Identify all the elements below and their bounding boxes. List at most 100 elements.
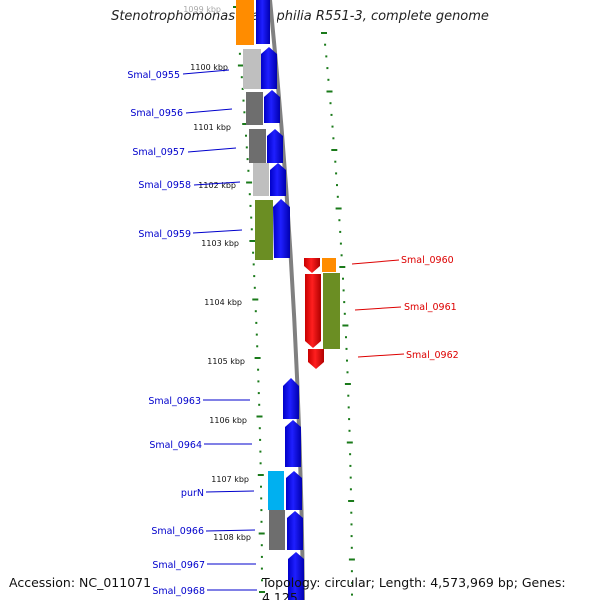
scale-dot: [245, 146, 248, 149]
scale-dot: [260, 520, 263, 523]
gene-arrow: [267, 129, 283, 163]
scale-dot: [351, 581, 353, 584]
scale-dot: [350, 511, 353, 514]
gene-label[interactable]: Smal_0962: [406, 350, 459, 361]
scale-dot: [257, 380, 260, 383]
cog-box: [269, 510, 285, 550]
cog-box: [323, 273, 340, 349]
scale-dot: [241, 87, 244, 90]
gene-label[interactable]: Smal_0957: [132, 147, 185, 158]
leader-line: [193, 181, 241, 186]
scale-dot: [348, 558, 355, 561]
scale-label: 1104 kbp: [204, 298, 242, 307]
gene-label[interactable]: purN: [181, 488, 204, 499]
cog-box: [243, 49, 261, 89]
gene-label[interactable]: Smal_0961: [404, 302, 457, 313]
cog-track-left: [236, 0, 285, 550]
scale-dot: [249, 204, 252, 207]
gene-label[interactable]: Smal_0967: [152, 560, 205, 571]
gene-label[interactable]: Smal_0959: [138, 229, 191, 240]
scale-dot: [325, 55, 328, 58]
leader-line: [351, 259, 400, 265]
scale-dot: [243, 111, 246, 114]
cog-box: [255, 200, 273, 260]
scale-dot: [242, 99, 245, 102]
gene-label[interactable]: Smal_0968: [152, 586, 205, 597]
scale-dot: [349, 476, 352, 479]
scale-dot: [331, 149, 338, 151]
scale-dot: [259, 591, 265, 593]
genome-backbone-line: [268, 0, 305, 600]
topology-text: Topology: circular; Length: 4,573,969 bp…: [262, 575, 566, 600]
scale-dot: [342, 289, 345, 292]
scale-dot: [242, 123, 249, 125]
leader-line: [182, 69, 230, 75]
scale-label: 1101 kbp: [193, 123, 231, 132]
scale-dot: [252, 251, 255, 254]
scale-dot: [258, 427, 261, 430]
cog-track-right: [322, 258, 340, 349]
gene-arrow: [286, 471, 302, 510]
accession-text: Accession: NC_011071: [9, 575, 152, 590]
scale-dot: [349, 488, 352, 491]
scale-dot: [346, 359, 348, 362]
scale-dot: [261, 579, 263, 582]
gene-label[interactable]: Smal_0956: [130, 108, 183, 119]
cog-box: [249, 129, 266, 163]
scale-label-faded: 1099 kbp: [183, 5, 221, 14]
gene-arrow: [283, 378, 299, 419]
scale-dot: [260, 485, 262, 488]
scale-dot: [249, 240, 256, 242]
scale-label: 1106 kbp: [209, 416, 247, 425]
scale-dot: [259, 462, 262, 465]
scale-dot: [258, 532, 265, 535]
gene-label[interactable]: Smal_0960: [401, 255, 454, 266]
scale-dot: [326, 67, 329, 70]
scale-dot: [257, 368, 260, 371]
scale-dot: [349, 464, 352, 467]
gene-label[interactable]: Smal_0963: [148, 396, 201, 407]
scale-label: 1105 kbp: [207, 357, 245, 366]
leader-line: [185, 108, 233, 114]
scale-dot: [347, 394, 350, 397]
scale-dot: [240, 76, 243, 79]
forward-strand-genes: [256, 0, 304, 600]
scale-dot: [245, 134, 247, 137]
leader-line: [354, 306, 402, 311]
scale-dot: [255, 333, 258, 336]
cog-box: [246, 92, 263, 125]
leader-line: [192, 229, 243, 234]
gene-label[interactable]: Smal_0964: [149, 440, 202, 451]
scale-dot: [247, 169, 250, 172]
scale-label: 1100 kbp: [190, 63, 228, 72]
gene-label[interactable]: Smal_0955: [127, 70, 180, 81]
scale-dot: [257, 474, 264, 476]
scale-dot: [253, 286, 256, 289]
scale-dot: [237, 64, 244, 67]
scale-dot: [254, 310, 257, 313]
scale-dot: [331, 125, 334, 128]
scale-track-dots: [233, 6, 355, 596]
scale-dot: [238, 52, 241, 55]
scale-dot: [336, 184, 338, 187]
leader-line: [205, 490, 255, 493]
scale-dot: [335, 207, 342, 210]
scale-dot: [351, 593, 353, 596]
cog-box: [322, 258, 336, 272]
gene-arrow: [261, 47, 277, 89]
gene-arrow: [273, 199, 290, 258]
scale-dot: [343, 301, 346, 304]
scale-dot: [339, 266, 346, 268]
cog-box: [236, 0, 254, 45]
gene-label[interactable]: Smal_0966: [151, 526, 204, 537]
gene-labels: Smal_0955 Smal_0956 Smal_0957 Smal_0958 …: [127, 70, 458, 597]
scale-dot: [348, 500, 355, 502]
scale-labels: 1100 kbp 1101 kbp 1102 kbp 1103 kbp 1104…: [190, 63, 251, 542]
scale-dot: [350, 535, 353, 538]
gene-label[interactable]: Smal_0958: [138, 180, 191, 191]
gene-arrow: [287, 511, 303, 550]
scale-dot: [345, 347, 348, 350]
scale-dot: [347, 406, 350, 409]
scale-dot: [345, 336, 347, 339]
